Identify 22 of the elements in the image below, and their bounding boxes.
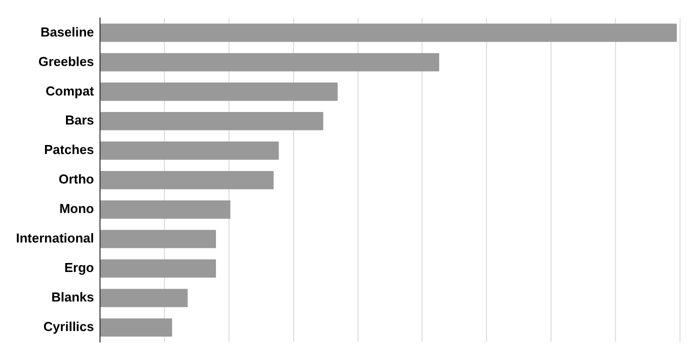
y-tick-label: Blanks — [51, 290, 94, 305]
bar — [100, 288, 188, 308]
bar — [100, 141, 279, 160]
bar — [100, 53, 440, 72]
y-tick-label: Greebles — [38, 54, 94, 69]
y-tick-label: Baseline — [40, 24, 94, 40]
bar — [100, 318, 172, 337]
y-tick-label: Ergo — [64, 260, 94, 276]
bar — [100, 112, 324, 130]
y-tick-label: Patches — [44, 142, 94, 158]
y-tick-label: Compat — [46, 83, 95, 98]
bar — [100, 230, 216, 248]
bar — [100, 24, 677, 42]
y-tick-label: Cyrillics — [43, 319, 94, 334]
y-tick-label: Ortho — [58, 172, 94, 187]
bar — [100, 200, 230, 219]
y-tick-label: Mono — [59, 201, 94, 216]
y-tick-label: International — [16, 230, 94, 246]
bar — [100, 170, 274, 190]
bar — [100, 259, 216, 278]
y-tick-label: Bars — [65, 112, 94, 128]
bar — [100, 82, 338, 101]
